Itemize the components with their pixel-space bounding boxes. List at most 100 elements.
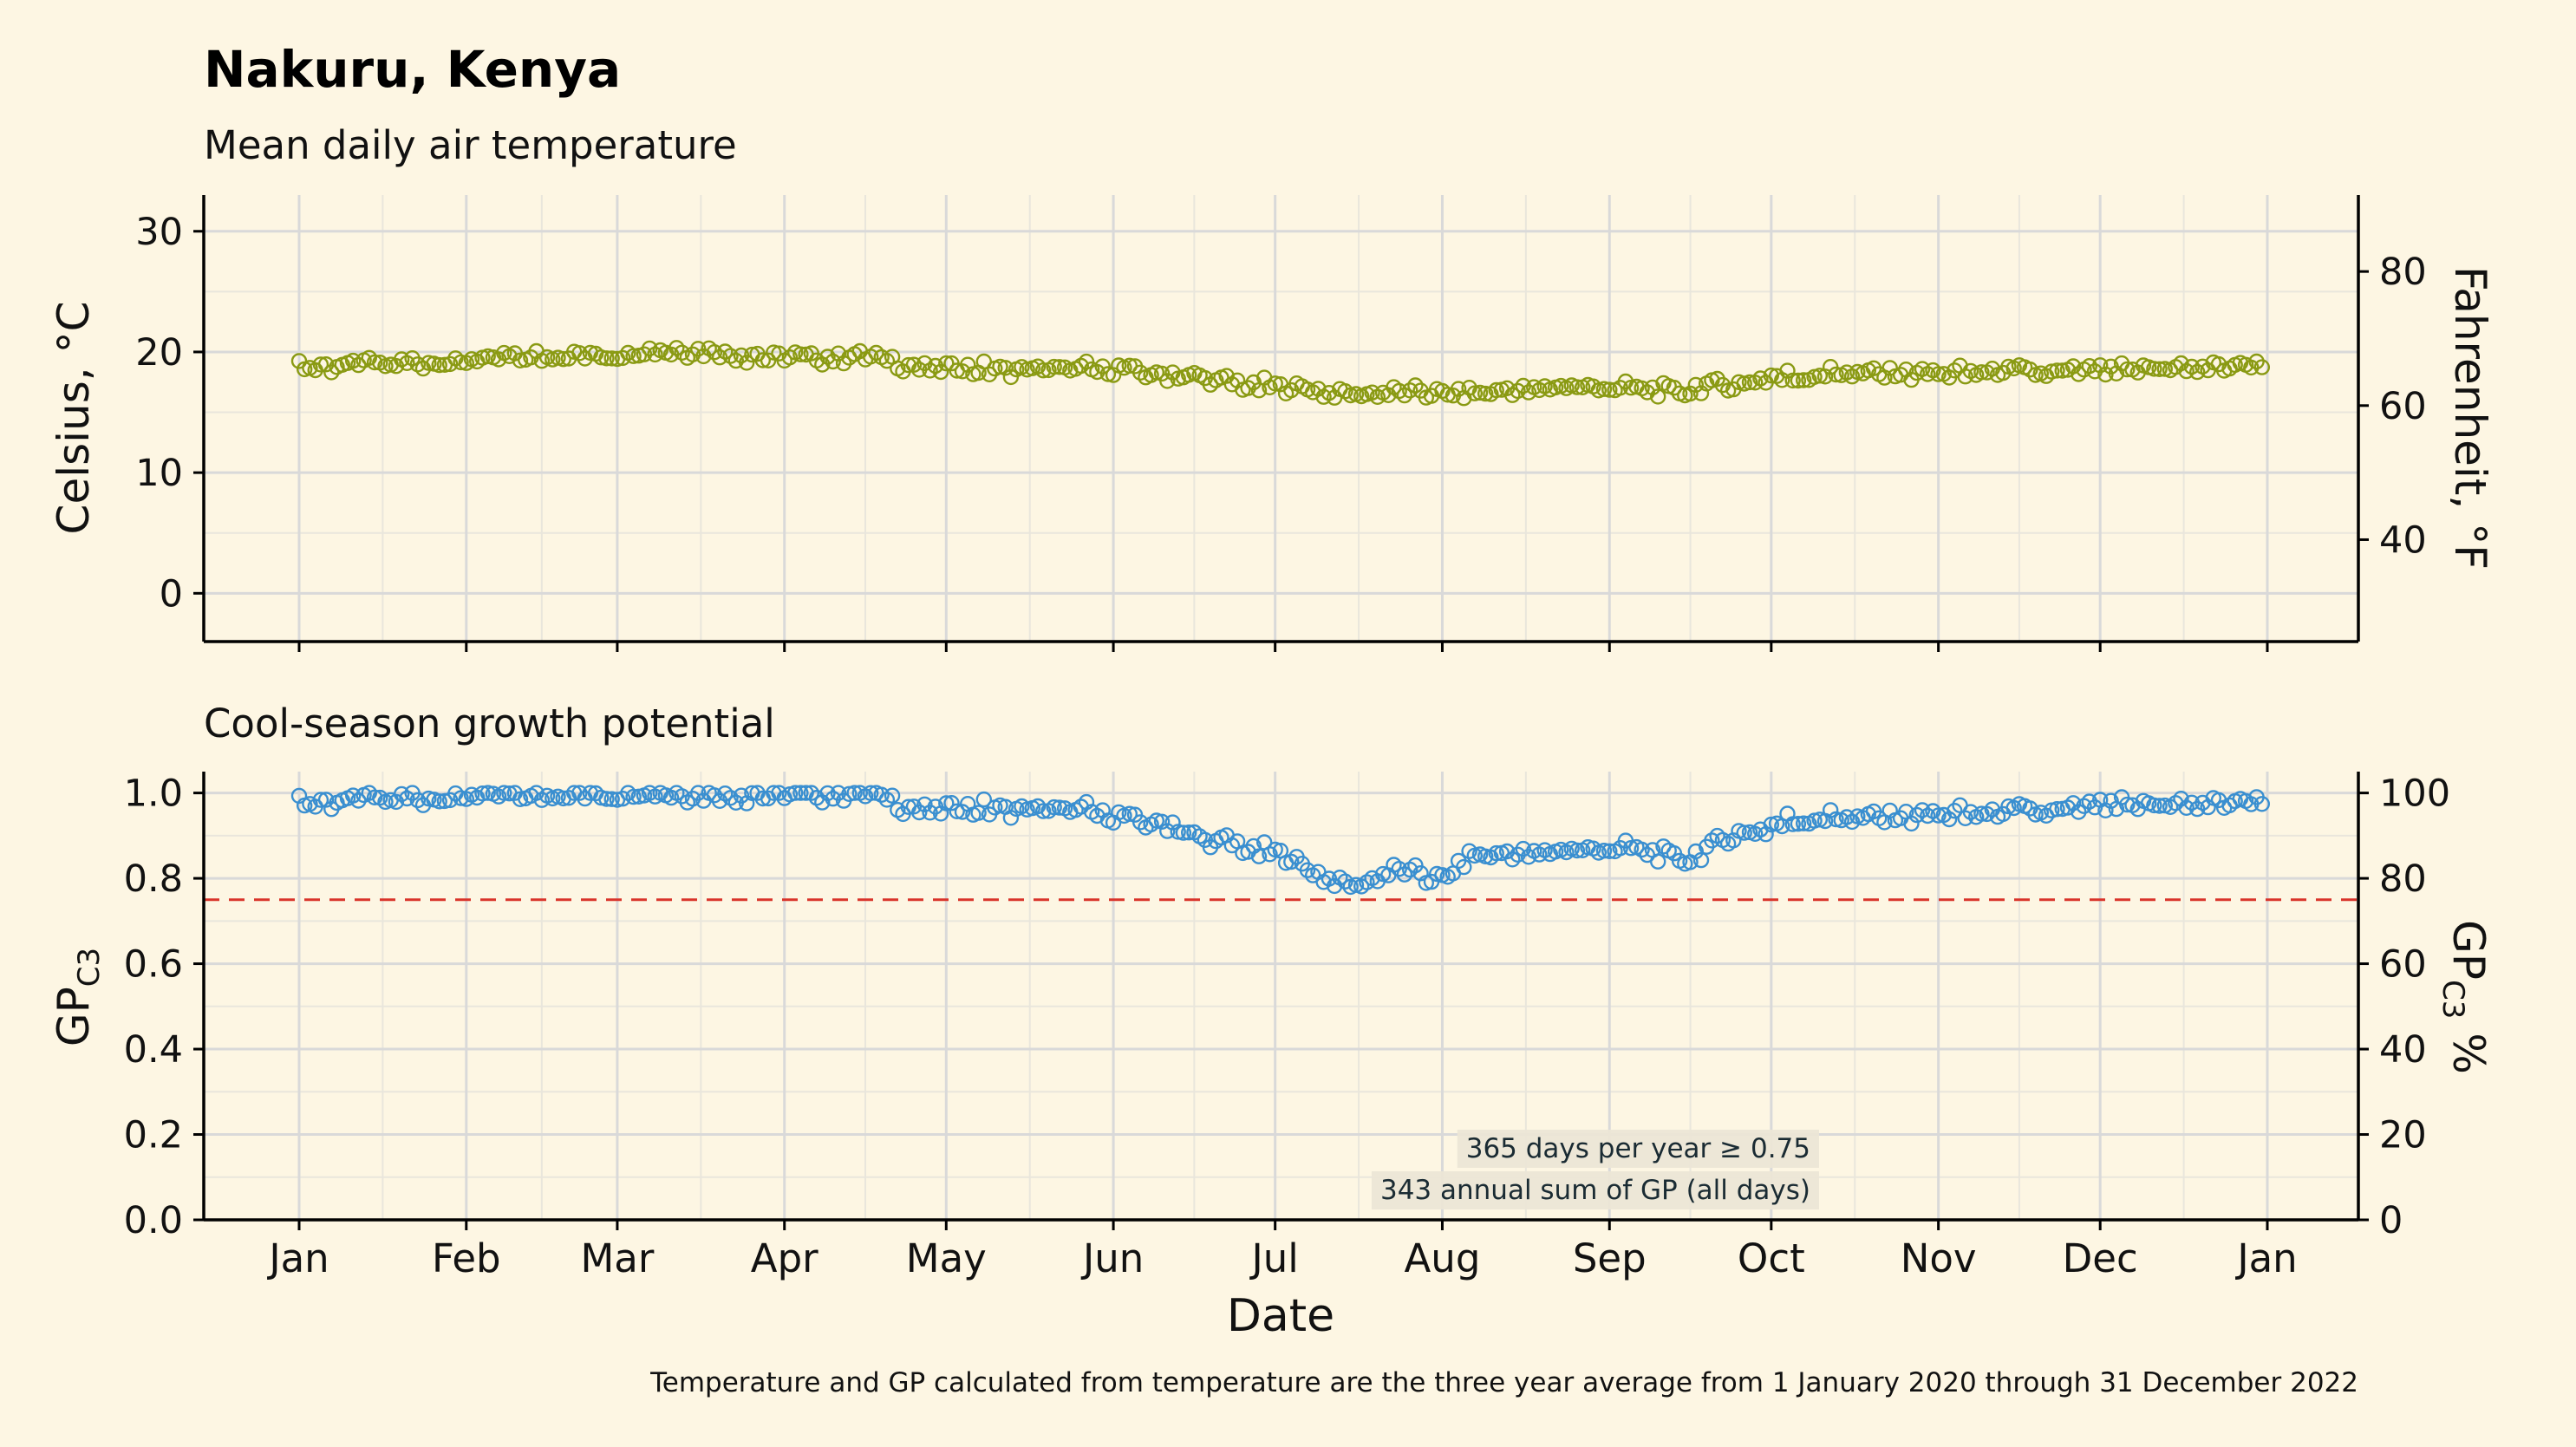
- gp-point: [436, 792, 453, 810]
- gp-point: [453, 790, 469, 806]
- gp-point: [1396, 866, 1413, 883]
- temperature-point: [1046, 358, 1062, 375]
- month-tick-label: Jan: [2234, 1235, 2297, 1281]
- gp-panel: 0.0 0.2 0.4 0.6 0.8 1.0 0 20 40 60 80 100 Jan Feb Mar A…: [49, 772, 2494, 1281]
- gp-point: [2103, 792, 2119, 809]
- month-tick-label: Aug: [1405, 1235, 1481, 1281]
- temperature-point: [1595, 381, 1613, 397]
- temperature-point: [2049, 362, 2065, 379]
- temperature-point: [722, 348, 739, 364]
- left-tick-label: 10: [135, 452, 183, 495]
- month-tick-label: Sep: [1573, 1235, 1647, 1281]
- gp-point: [1962, 804, 1979, 820]
- left-tick-label: 20: [135, 331, 183, 375]
- month-tick-label: Dec: [2063, 1235, 2138, 1281]
- left-tick-label: 0.8: [124, 857, 183, 901]
- gp-point: [1046, 798, 1062, 816]
- grid: [204, 195, 2358, 642]
- temperature-point: [1914, 361, 1931, 377]
- temperature-point: [1466, 385, 1484, 401]
- gp-point: [954, 804, 971, 820]
- temperature-point: [754, 352, 771, 368]
- temperature-point: [1380, 387, 1397, 403]
- gp-point: [1515, 840, 1532, 857]
- gp-point: [1919, 807, 1936, 825]
- annotation-annual-gp-sum: 343 annual sum of GP (all days): [1380, 1175, 1810, 1206]
- temperature-point: [997, 360, 1014, 376]
- annotation-annual-gp-sum-box: [1371, 1171, 1819, 1209]
- gp-point: [1790, 816, 1807, 832]
- gp-point: [1034, 803, 1052, 819]
- gp-point: [1940, 811, 1958, 828]
- gp-point: [2173, 791, 2189, 807]
- temperature-point: [1774, 372, 1790, 388]
- gp-point: [1299, 862, 1316, 878]
- month-tick-label: Feb: [432, 1235, 501, 1281]
- gp-point: [938, 795, 955, 811]
- month-tick-label: Jan: [266, 1235, 329, 1281]
- gp-point: [1908, 806, 1926, 824]
- temp-right-axis-label: Fahrenheit, °F: [2445, 266, 2495, 570]
- temperature-point: [1477, 385, 1494, 402]
- gp-point: [803, 785, 819, 801]
- temperature-point: [2054, 362, 2071, 379]
- gp-point: [970, 805, 987, 821]
- temperature-point: [2043, 363, 2060, 380]
- gp-point: [603, 791, 620, 807]
- gp-point: [1002, 810, 1020, 826]
- temperature-point: [453, 354, 469, 371]
- month-tick-label: Apr: [751, 1235, 818, 1281]
- gp-point: [1784, 816, 1801, 832]
- temperature-point: [1601, 381, 1618, 398]
- right-tick-label: 0: [2379, 1199, 2403, 1242]
- gp-point: [787, 785, 804, 801]
- temperature-point: [695, 348, 712, 365]
- temperature-point: [1790, 372, 1807, 389]
- gp-point: [1164, 814, 1181, 831]
- temperature-point: [2146, 361, 2162, 377]
- temperature-point: [938, 355, 955, 372]
- gp-point: [1843, 813, 1861, 831]
- temperature-point: [1795, 372, 1812, 388]
- gp-point: [1795, 815, 1812, 831]
- left-tick-label: 0: [160, 572, 183, 616]
- temperature-point: [1450, 381, 1467, 397]
- temperature-point: [1639, 384, 1656, 401]
- grid: [204, 772, 2358, 1222]
- temperature-point: [2091, 357, 2109, 374]
- gp-point: [949, 803, 965, 819]
- temperature-point: [1957, 368, 1973, 385]
- right-tick-label: 40: [2379, 1028, 2427, 1072]
- gp-point: [399, 790, 415, 807]
- temperature-point: [2253, 359, 2271, 375]
- footnote: Temperature and GP calculated from tempe…: [649, 1367, 2358, 1398]
- left-tick-label: 0.0: [124, 1199, 183, 1242]
- temperature-point: [1622, 380, 1640, 396]
- gp-point: [1979, 805, 1995, 823]
- gp-point: [1498, 843, 1516, 860]
- gp-point: [496, 785, 512, 801]
- gp-point: [2253, 796, 2271, 812]
- temperature-point: [1714, 376, 1731, 394]
- temperature-point: [792, 346, 809, 362]
- gp-point: [814, 794, 831, 811]
- gp-point: [1568, 842, 1586, 859]
- right-tick-label: 40: [2379, 518, 2427, 562]
- gp-left-axis-label: GPC3: [49, 948, 107, 1046]
- gp-point: [1488, 844, 1504, 862]
- temperature-point: [2097, 366, 2114, 383]
- temperature-point: [781, 349, 799, 366]
- gp-point: [1159, 823, 1176, 839]
- temperature-point: [1488, 381, 1504, 399]
- temperature-point: [835, 355, 852, 372]
- left-tick-label: 0.4: [124, 1028, 183, 1072]
- gp-point: [975, 791, 993, 808]
- temperature-point: [512, 352, 529, 368]
- temperature-point: [2188, 363, 2206, 381]
- annotation-days-above-threshold: 365 days per year ≥ 0.75: [1466, 1133, 1810, 1164]
- gp-point: [1461, 843, 1477, 859]
- gp-point: [792, 785, 809, 801]
- left-tick-label: 0.6: [124, 943, 183, 987]
- temperature-point: [1741, 374, 1758, 391]
